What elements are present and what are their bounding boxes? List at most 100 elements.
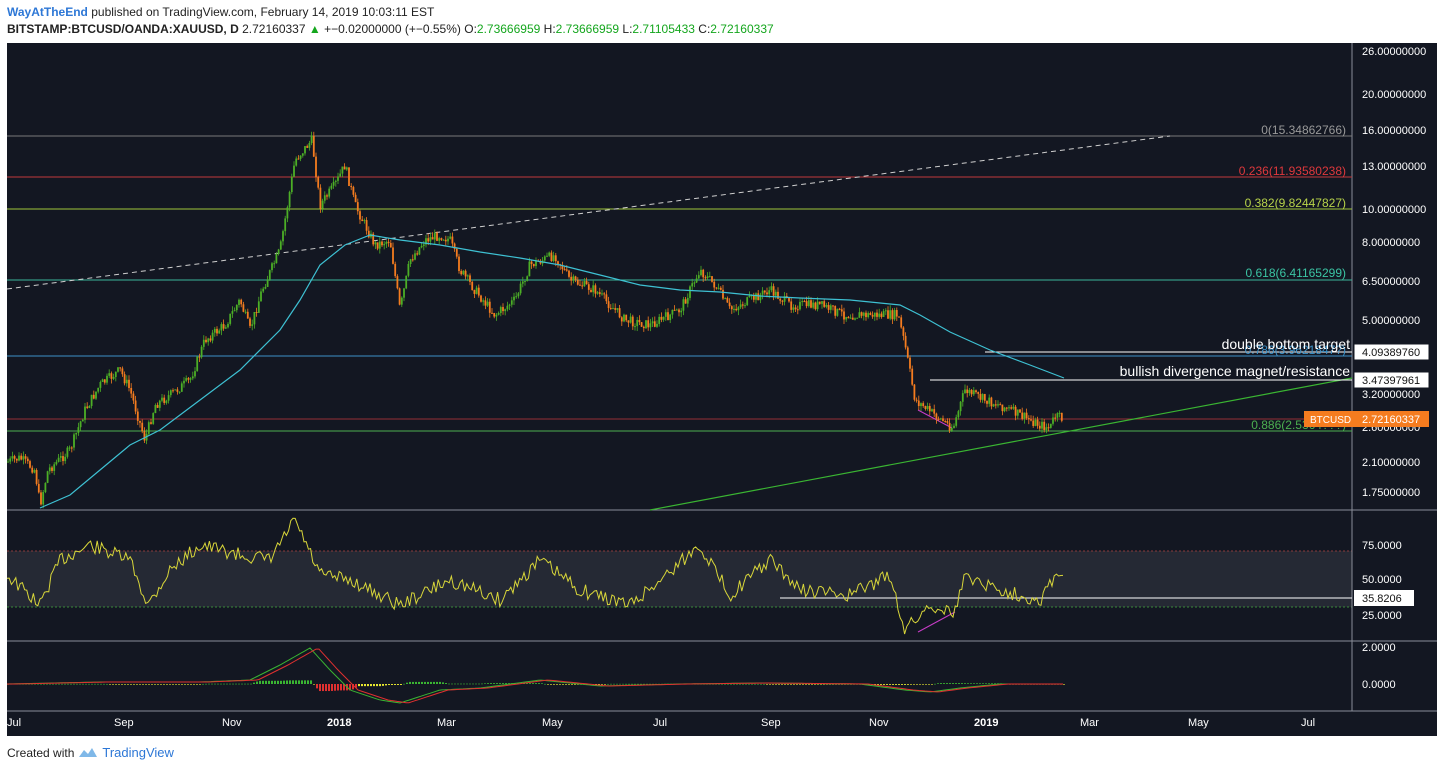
candle-body: [455, 248, 458, 257]
candle-body: [825, 305, 828, 307]
macd-bar: [958, 683, 960, 684]
macd-bar: [964, 683, 966, 684]
macd-histogram: [7, 680, 1065, 692]
candle-body: [378, 241, 381, 249]
candle-body: [161, 397, 163, 401]
macd-bar: [832, 684, 834, 685]
candle-body: [106, 375, 108, 383]
macd-bar: [886, 684, 888, 685]
candle-body: [183, 380, 185, 384]
macd-bar: [907, 684, 909, 685]
time-tick: Sep: [114, 717, 134, 729]
candle-body: [128, 379, 130, 388]
candle-body: [1045, 427, 1048, 430]
macd-bar: [202, 683, 204, 685]
candle-body: [1003, 407, 1006, 412]
candle-body: [680, 310, 683, 313]
candle-body: [306, 146, 309, 148]
candle-body: [612, 308, 614, 310]
candle-body: [59, 456, 62, 458]
candle-body: [22, 456, 25, 460]
candle-body: [889, 310, 892, 319]
macd-bar: [187, 684, 189, 685]
candle-body: [466, 275, 469, 277]
macd-bar: [559, 684, 561, 685]
macd-bar: [433, 681, 435, 684]
candle-body: [515, 296, 518, 298]
fib-label-0382: 0.382(9.82447827): [1245, 196, 1346, 210]
candle-body: [684, 299, 687, 304]
candle-body: [389, 242, 392, 248]
tradingview-brand[interactable]: TradingView: [102, 745, 174, 760]
candle-body: [1027, 418, 1030, 420]
candle-body: [15, 458, 18, 461]
macd-bar: [418, 681, 420, 684]
macd-bar: [526, 683, 528, 684]
candle-body: [779, 298, 782, 301]
close-value: 2.72160337: [710, 22, 774, 36]
candle-body: [928, 405, 931, 412]
time-tick: Nov: [869, 717, 889, 729]
candle-body: [939, 418, 942, 420]
macd-bar: [322, 684, 324, 692]
macd-bar: [790, 684, 792, 685]
support-trendline: [649, 377, 1353, 511]
symbol-name[interactable]: BITSTAMP:BTCUSD/OANDA:XAUUSD, D: [7, 22, 239, 36]
candle-body: [392, 247, 394, 264]
candle-body: [180, 383, 183, 392]
price-tick: 10.00000000: [1362, 204, 1426, 216]
macd-bar: [226, 683, 228, 685]
candle-body: [497, 312, 500, 315]
candle-body: [11, 456, 14, 459]
macd-bar: [796, 684, 798, 685]
candle-body: [794, 307, 797, 310]
candle-body: [990, 397, 993, 407]
candle-body: [103, 379, 106, 383]
macd-bar: [508, 683, 510, 684]
candle-body: [238, 299, 240, 305]
macd-bar: [727, 683, 729, 685]
target-price-tag: [1353, 343, 1430, 361]
candle-body: [931, 409, 933, 412]
candle-body: [348, 167, 350, 186]
macd-bar: [64, 683, 66, 685]
macd-bar: [256, 681, 258, 684]
author-link[interactable]: WayAtTheEnd: [7, 5, 88, 19]
resistance-price-tag: [1353, 371, 1430, 389]
time-tick: Sep: [761, 717, 781, 729]
candle-body: [119, 367, 122, 369]
candle-body: [29, 461, 31, 468]
candle-body: [163, 397, 166, 403]
low-value: 2.71105433: [632, 22, 695, 36]
candle-body: [469, 275, 471, 282]
candle-body: [834, 306, 837, 316]
candle-body: [73, 434, 75, 448]
candle-body: [860, 312, 863, 316]
macd-bar: [133, 684, 135, 685]
candle-body: [260, 291, 262, 302]
macd-bar: [166, 684, 168, 685]
macd-bar: [934, 683, 936, 685]
candle-body: [970, 389, 973, 395]
candle-body: [326, 195, 328, 197]
macd-bar: [394, 684, 396, 685]
time-tick: 2019: [974, 717, 998, 729]
macd-bar: [199, 684, 201, 685]
macd-bar: [379, 684, 381, 687]
candle-body: [112, 376, 115, 379]
footer: Created with TradingView: [7, 745, 174, 760]
macd-bar: [634, 683, 636, 685]
candle-body: [1010, 407, 1013, 409]
time-axis[interactable]: Jul Sep Nov 2018 Mar May Jul Sep Nov 201…: [7, 717, 1315, 729]
macd-bar: [319, 684, 321, 692]
candle-body: [530, 261, 533, 265]
candle-body: [579, 284, 581, 286]
candle-body: [26, 458, 29, 462]
macd-bar: [922, 684, 924, 685]
candle-body: [546, 255, 548, 257]
candle-body: [755, 293, 757, 300]
candle-body: [244, 311, 247, 313]
macd-bar: [220, 683, 222, 685]
candle-body: [396, 276, 399, 289]
